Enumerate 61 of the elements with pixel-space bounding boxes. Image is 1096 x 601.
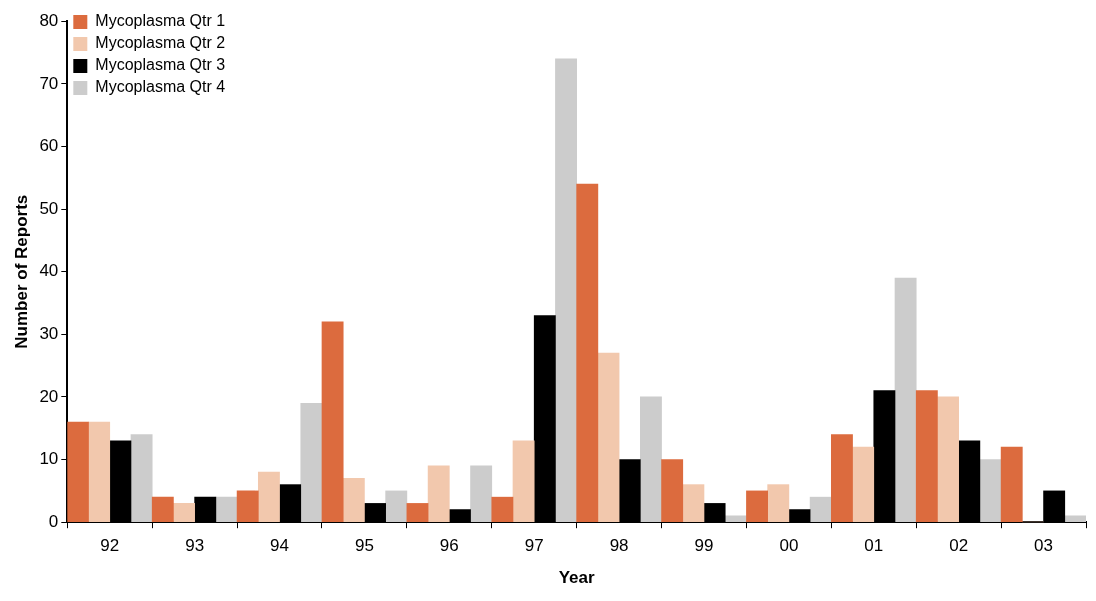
y-tick-label: 10 — [39, 449, 59, 469]
bar — [406, 503, 429, 523]
bar — [470, 465, 493, 523]
bar — [852, 446, 875, 523]
bar — [831, 434, 853, 523]
x-axis-title: Year — [558, 568, 595, 588]
bar — [555, 58, 577, 523]
bar — [682, 484, 705, 523]
bar — [427, 465, 450, 523]
bar — [342, 478, 365, 523]
y-tick-label: 0 — [48, 511, 59, 531]
y-tick-label: 60 — [39, 136, 59, 156]
legend-label: Mycoplasma Qtr 2 — [95, 34, 226, 52]
bar — [236, 490, 259, 523]
x-tick-label: 99 — [694, 536, 714, 556]
bar — [639, 396, 662, 523]
y-tick-label: 30 — [39, 324, 59, 344]
x-tick-label: 98 — [609, 536, 629, 556]
bar — [151, 496, 174, 523]
bar — [576, 183, 599, 523]
x-tick-label: 03 — [1034, 536, 1054, 556]
x-tick-label: 02 — [949, 536, 969, 556]
bar — [894, 277, 917, 523]
y-tick-label: 50 — [39, 198, 59, 218]
bar — [1000, 446, 1023, 523]
y-tick-label: 20 — [39, 386, 59, 406]
x-tick-label: 94 — [270, 536, 289, 556]
x-tick-label: 97 — [524, 536, 544, 556]
y-tick-label: 40 — [39, 261, 59, 281]
x-tick-label: 92 — [100, 536, 120, 556]
bar — [88, 421, 111, 523]
bar — [809, 496, 832, 523]
bar — [257, 471, 280, 523]
bar — [215, 496, 238, 523]
bar — [1064, 515, 1086, 523]
y-axis-title: Number of Reports — [11, 194, 31, 349]
bar — [130, 434, 153, 523]
bar — [67, 421, 89, 523]
y-tick-label: 70 — [39, 73, 59, 93]
bar — [915, 390, 938, 523]
bar — [746, 490, 768, 523]
y-tick-label: 80 — [39, 10, 59, 30]
bar — [937, 396, 959, 523]
x-tick-label: 01 — [864, 536, 884, 556]
bar — [597, 352, 620, 523]
bar — [979, 459, 1002, 523]
x-tick-label: 00 — [779, 536, 799, 556]
bar — [491, 496, 514, 523]
legend-label: Mycoplasma Qtr 1 — [95, 12, 226, 30]
bar — [385, 490, 408, 523]
bar — [173, 503, 195, 523]
x-tick-label: 95 — [354, 536, 374, 556]
bar — [300, 402, 323, 523]
bar — [512, 440, 535, 523]
x-tick-label: 93 — [185, 536, 205, 556]
legend-label: Mycoplasma Qtr 3 — [95, 56, 226, 74]
bar — [321, 321, 344, 523]
bar — [661, 459, 684, 523]
x-tick-label: 96 — [439, 536, 459, 556]
legend-label: Mycoplasma Qtr 4 — [95, 78, 226, 96]
bar — [767, 484, 790, 523]
